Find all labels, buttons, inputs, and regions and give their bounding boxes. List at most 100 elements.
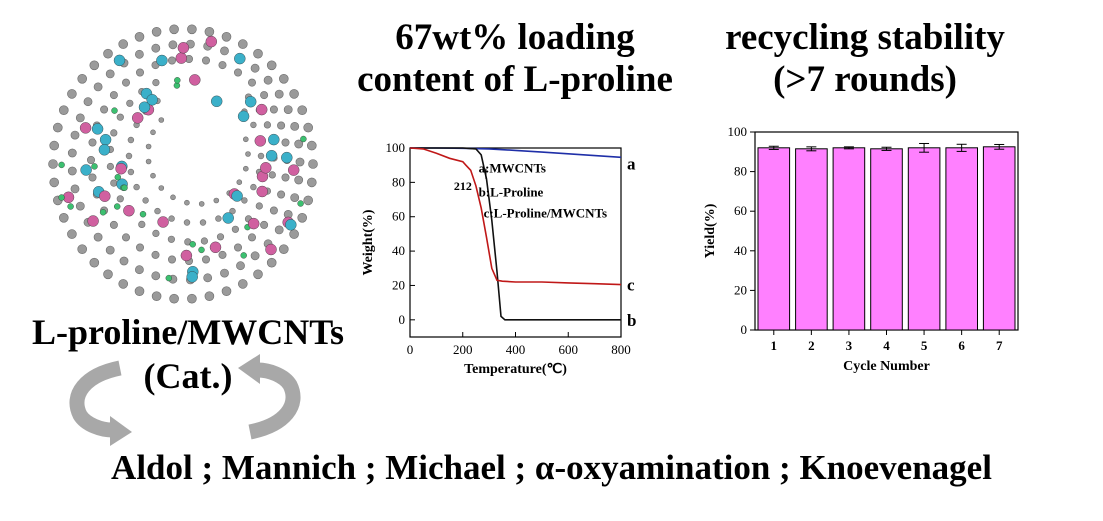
functional-group-atom: [165, 274, 173, 282]
bar-cycle-6: [945, 147, 978, 331]
carbon-atom: [77, 74, 88, 84]
carbon-atom: [204, 26, 215, 37]
functional-group-atom: [80, 164, 92, 176]
tga-plot-frame: [409, 147, 622, 338]
carbon-atom: [202, 255, 211, 264]
functional-group-atom: [180, 249, 193, 262]
carbon-atom: [67, 89, 77, 99]
functional-group-atom: [209, 241, 222, 254]
carbon-atom: [250, 183, 257, 191]
carbon-atom: [138, 220, 146, 228]
tga-chart: 0 200 400 600 800 0 20 40 60 80 100 Temperature(℃) W…: [361, 140, 637, 377]
carbon-atom: [295, 157, 305, 167]
functional-group-atom: [234, 52, 246, 65]
functional-group-atom: [114, 173, 122, 181]
nanotube-atoms: [48, 24, 318, 304]
carbon-atom: [290, 122, 300, 131]
tga-labels: a bc a:MWCNTs b:L-Proline c:L-Proline/MWCNTs…: [454, 154, 637, 330]
tga-x-tick-label: 800: [611, 342, 631, 357]
carbon-atom: [88, 138, 97, 147]
carbon-atom: [243, 136, 249, 143]
tga-x-tick-label: 600: [559, 342, 579, 357]
carbon-atom: [150, 172, 156, 179]
tga-y-tick-label: 60: [392, 209, 405, 224]
carbon-atom: [183, 219, 191, 226]
functional-group-atom: [67, 203, 74, 210]
recycling-heading-line2: (>7 rounds): [773, 59, 957, 100]
carbon-atom: [277, 121, 286, 130]
carbon-atom: [133, 183, 140, 191]
bar-cycle-5: [907, 147, 941, 331]
carbon-atom: [49, 177, 60, 188]
carbon-atom: [151, 291, 162, 302]
functional-group-atom: [300, 135, 307, 143]
carbon-atom: [297, 213, 308, 223]
carbon-atom: [221, 286, 232, 297]
functional-group-atom: [174, 77, 181, 84]
functional-group-atom: [285, 219, 297, 231]
carbon-atom: [93, 82, 103, 92]
recycling-bar-chart: 0 20 40 60 80 100 Yield(%) Cycle Number 1 2 3 4 5 6 7: [703, 124, 1019, 374]
carbon-atom: [75, 113, 85, 123]
functional-group-atom: [260, 162, 272, 174]
functional-group-atom: [113, 54, 126, 67]
carbon-atom: [88, 173, 97, 182]
functional-group-atom: [115, 162, 127, 175]
bar-y-tick-label: 20: [734, 282, 747, 297]
carbon-atom: [248, 78, 257, 87]
carbon-atom: [105, 69, 115, 79]
bar-axes: 0 20 40 60 80 100 Yield(%) Cycle Number 1 2 3 4 5 6 7: [703, 124, 1019, 374]
carbon-atom: [116, 195, 124, 203]
carbon-atom: [122, 233, 131, 242]
carbon-atom: [221, 31, 232, 42]
tga-legend-entry: b:L-Proline: [479, 185, 544, 200]
tga-y-tick-label: 20: [392, 277, 405, 292]
functional-group-atom: [222, 212, 234, 224]
carbon-atom: [169, 24, 179, 35]
carbon-atom: [241, 197, 248, 204]
tga-y-tick-label: 80: [392, 174, 405, 189]
carbon-atom: [294, 175, 304, 185]
carbon-atom: [105, 245, 115, 255]
tga-legend-entry: c:L-Proline/MWCNTs: [484, 205, 608, 220]
tga-x-tick-label: 200: [453, 342, 473, 357]
carbon-atom: [229, 207, 236, 215]
tga-series-label-c: c: [627, 276, 635, 295]
bar-x-tick-label: 1: [771, 338, 778, 353]
carbon-atom: [48, 159, 58, 169]
functional-group-atom: [198, 246, 205, 254]
bar-x-tick-label: 3: [846, 338, 853, 353]
functional-group-atom: [79, 122, 92, 134]
carbon-atom: [236, 261, 245, 271]
functional-group-atom: [175, 52, 188, 64]
carbon-atom: [199, 219, 207, 226]
carbon-atom: [168, 40, 178, 50]
carbon-atom: [142, 197, 149, 204]
carbon-atom: [118, 39, 128, 49]
carbon-atom: [70, 184, 80, 194]
tga-series-line-b: [410, 147, 621, 321]
nanotube-illustration: [48, 24, 318, 304]
functional-group-atom: [240, 252, 247, 259]
tga-y-tick-label: 100: [386, 140, 406, 155]
carbon-atom: [255, 202, 263, 210]
carbon-atom: [250, 63, 260, 73]
recycling-heading-line1: recycling stability: [725, 17, 1005, 58]
carbon-atom: [67, 229, 77, 239]
functional-group-atom: [99, 190, 111, 202]
bar-x-tick-label: 7: [996, 338, 1003, 353]
carbon-atom: [257, 152, 265, 160]
carbon-atom: [184, 199, 190, 206]
carbon-atom: [220, 268, 229, 278]
carbon-atom: [216, 233, 225, 241]
functional-group-atom: [131, 112, 144, 124]
tga-y-tick-label: 0: [399, 312, 406, 327]
carbon-atom: [70, 130, 80, 140]
carbon-atom: [238, 279, 248, 289]
carbon-atom: [103, 269, 113, 280]
carbon-atom: [58, 213, 69, 223]
bar-cycle-4: [870, 148, 903, 331]
carbon-atom: [151, 250, 160, 259]
left-curved-arrow-icon: [69, 360, 132, 446]
carbon-atom: [103, 48, 113, 59]
